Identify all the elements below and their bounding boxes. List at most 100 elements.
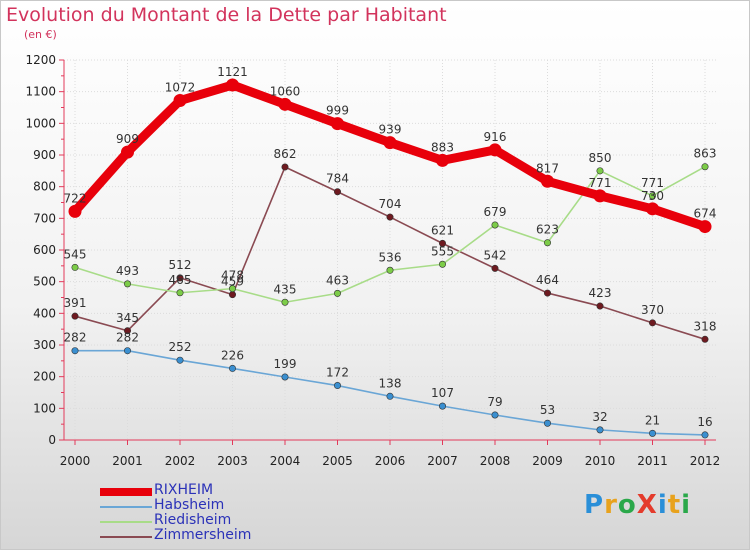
data-point-zimmersheim — [491, 264, 499, 272]
data-label-zimmersheim: 423 — [589, 286, 612, 300]
y-tick-label: 1000 — [25, 116, 56, 130]
data-point-zimmersheim — [124, 327, 132, 335]
data-point-habsheim — [124, 347, 132, 355]
data-label-riedisheim: 465 — [169, 273, 192, 287]
data-label-habsheim: 138 — [379, 376, 402, 390]
data-point-rixheim — [436, 153, 449, 167]
legend-label: RIXHEIM — [154, 482, 214, 498]
x-tick-label: 2011 — [637, 454, 668, 468]
data-point-zimmersheim — [229, 291, 237, 299]
data-label-riedisheim: 679 — [484, 205, 507, 219]
data-label-habsheim: 199 — [274, 357, 297, 371]
data-label-riedisheim: 463 — [326, 273, 349, 287]
axes: 0 100 200 300 400 500 600 700 800 900 1000 1100 1200… — [25, 53, 720, 468]
data-point-zimmersheim — [176, 274, 184, 282]
data-point-riedisheim — [648, 192, 656, 200]
data-point-riedisheim — [281, 298, 289, 306]
legend-label: Zimmersheim — [154, 527, 252, 543]
y-tick-label: 1100 — [25, 85, 56, 99]
data-point-habsheim — [333, 382, 341, 390]
y-tick-label: 500 — [33, 275, 56, 289]
chart-subtitle: (en €) — [24, 28, 57, 41]
data-point-zimmersheim — [281, 163, 289, 171]
data-label-zimmersheim: 391 — [64, 296, 87, 310]
legend-item: RIXHEIM — [100, 482, 300, 499]
data-label-rixheim: 1060 — [270, 84, 301, 98]
data-label-habsheim: 32 — [592, 410, 607, 424]
x-tick-label: 2007 — [427, 454, 458, 468]
data-label-zimmersheim: 318 — [694, 319, 717, 333]
data-label-habsheim: 107 — [431, 386, 454, 400]
data-point-zimmersheim — [333, 188, 341, 196]
data-point-zimmersheim — [596, 302, 604, 310]
data-point-riedisheim — [176, 289, 184, 297]
data-point-riedisheim — [596, 167, 604, 175]
data-point-riedisheim — [124, 280, 132, 288]
data-point-riedisheim — [438, 260, 446, 268]
logo-letter: P — [584, 490, 605, 520]
data-label-riedisheim: 863 — [694, 147, 717, 161]
data-point-rixheim — [173, 94, 187, 108]
data-label-zimmersheim: 345 — [116, 311, 139, 325]
data-label-rixheim: 817 — [536, 161, 559, 175]
x-tick-label: 2008 — [480, 454, 511, 468]
logo-letter: X — [636, 490, 658, 520]
data-point-habsheim — [491, 411, 499, 419]
y-tick-label: 0 — [48, 433, 56, 447]
data-label-riedisheim: 555 — [431, 244, 454, 258]
data-point-rixheim — [278, 97, 292, 111]
data-label-rixheim: 722 — [64, 191, 87, 205]
grid — [64, 59, 716, 441]
data-label-zimmersheim: 512 — [169, 258, 192, 272]
data-label-riedisheim: 771 — [641, 176, 664, 190]
data-label-zimmersheim: 704 — [379, 197, 402, 211]
data-point-rixheim — [121, 145, 134, 159]
x-tick-label: 2002 — [165, 454, 196, 468]
data-label-riedisheim: 850 — [589, 151, 612, 165]
data-point-riedisheim — [386, 266, 394, 274]
x-tick-label: 2006 — [375, 454, 406, 468]
data-label-riedisheim: 536 — [379, 250, 402, 264]
data-point-habsheim — [229, 364, 237, 372]
data-label-riedisheim: 493 — [116, 264, 139, 278]
data-point-rixheim — [68, 204, 82, 218]
legend-swatch — [100, 536, 152, 538]
chart-title: Evolution du Montant de la Dette par Hab… — [6, 4, 447, 26]
x-tick-label: 2004 — [270, 454, 301, 468]
data-point-zimmersheim — [701, 335, 709, 343]
data-label-habsheim: 282 — [64, 331, 87, 345]
legend-label: Habsheim — [154, 497, 225, 513]
x-tick-label: 2001 — [112, 454, 143, 468]
data-point-rixheim — [593, 189, 607, 203]
data-point-habsheim — [71, 347, 79, 355]
data-point-habsheim — [176, 356, 184, 364]
y-tick-label: 200 — [33, 370, 56, 384]
data-point-habsheim — [701, 431, 709, 439]
data-label-habsheim: 226 — [221, 348, 244, 362]
series-group — [68, 78, 712, 439]
y-tick-label: 400 — [33, 306, 56, 320]
data-point-rixheim — [698, 220, 712, 234]
logo-letter: o — [617, 490, 637, 520]
data-labels: 391 345 512 459 862 784 704 621 542 464 423 370 318 5… — [64, 65, 717, 429]
data-label-habsheim: 252 — [169, 340, 192, 354]
data-point-habsheim — [648, 429, 656, 437]
data-label-habsheim: 282 — [116, 331, 139, 345]
data-label-rixheim: 1072 — [165, 81, 196, 95]
y-tick-label: 1200 — [25, 53, 56, 67]
logo-letter: r — [604, 490, 618, 520]
data-point-habsheim — [386, 392, 394, 400]
legend-swatch — [100, 506, 152, 508]
data-point-riedisheim — [491, 221, 499, 229]
y-tick-label: 100 — [33, 401, 56, 415]
data-point-rixheim — [331, 117, 344, 131]
x-tick-label: 2009 — [532, 454, 563, 468]
data-label-riedisheim: 478 — [221, 269, 244, 283]
data-point-rixheim — [541, 174, 554, 188]
y-tick-label: 800 — [33, 180, 56, 194]
data-label-rixheim: 883 — [431, 140, 454, 154]
data-label-rixheim: 939 — [379, 123, 402, 137]
data-point-zimmersheim — [386, 213, 394, 221]
data-label-zimmersheim: 370 — [641, 303, 664, 317]
x-tick-label: 2000 — [60, 454, 91, 468]
